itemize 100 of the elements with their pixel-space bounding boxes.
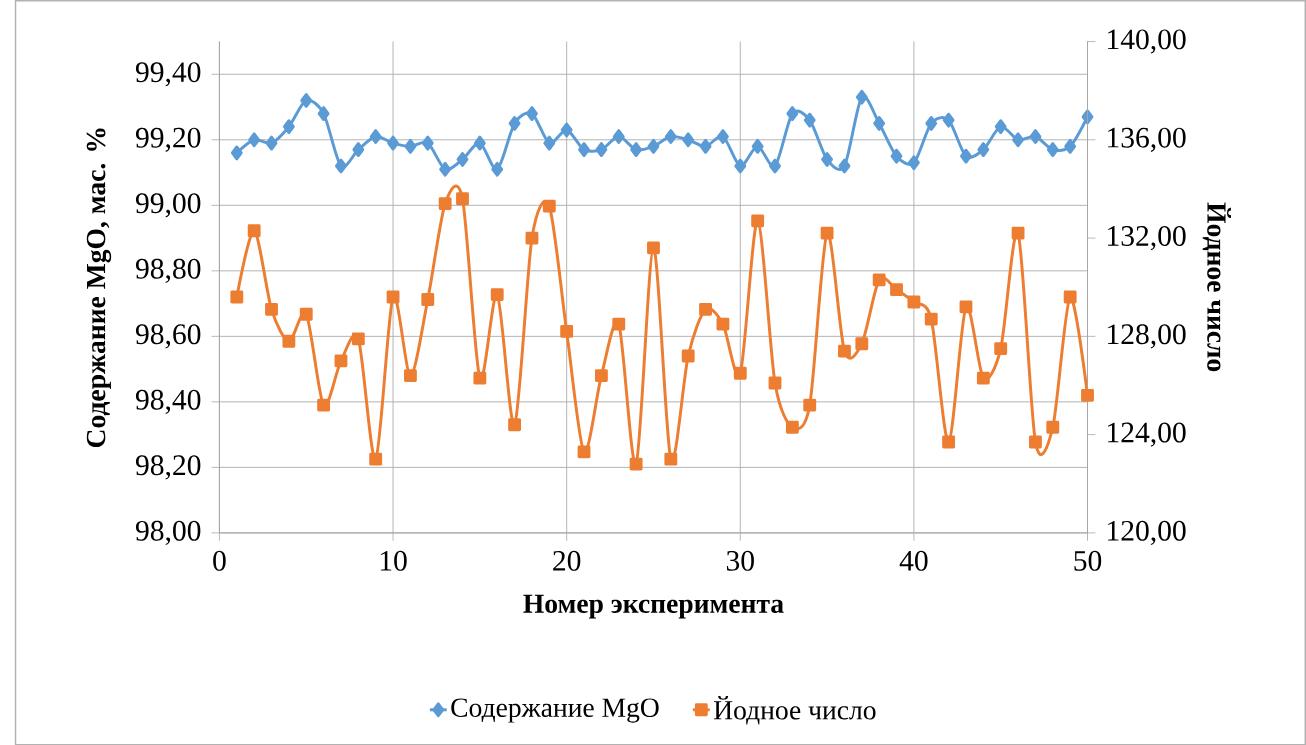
point	[612, 317, 626, 331]
point	[404, 138, 417, 154]
point	[681, 349, 695, 363]
point	[577, 445, 591, 459]
point	[369, 452, 383, 466]
point	[473, 135, 486, 151]
point	[438, 197, 452, 210]
legend-label: Содержание MgO	[451, 698, 659, 723]
point	[560, 324, 574, 338]
y2-tick-label: 120,00	[1108, 520, 1186, 545]
point	[247, 224, 261, 237]
point	[1029, 128, 1042, 144]
point	[386, 290, 400, 304]
x-tick-label: 40	[899, 550, 928, 571]
point	[734, 158, 747, 174]
point	[421, 135, 434, 151]
point	[976, 371, 990, 385]
point	[560, 122, 573, 138]
point	[873, 115, 886, 131]
y-tick-label: 98,60	[135, 324, 201, 349]
x-tick-label: 0	[213, 550, 226, 571]
point	[1081, 388, 1094, 402]
point	[699, 302, 712, 316]
point	[785, 420, 799, 434]
point	[335, 158, 347, 174]
point	[1063, 290, 1077, 304]
point	[1081, 109, 1094, 125]
point	[508, 115, 521, 131]
point	[248, 132, 261, 147]
y-tick-label: 99,00	[135, 192, 201, 218]
point	[751, 138, 764, 154]
point	[855, 89, 868, 105]
y2-axis-title: Йодное число	[1202, 202, 1231, 372]
point	[473, 371, 487, 385]
point	[230, 290, 244, 304]
point	[751, 214, 765, 228]
point	[786, 105, 799, 121]
x-tick-label: 20	[553, 550, 581, 571]
point	[803, 398, 817, 412]
point	[960, 148, 972, 164]
y-tick-label: 98,20	[135, 455, 201, 480]
point	[594, 368, 608, 382]
point	[317, 105, 330, 121]
point	[855, 337, 869, 350]
point	[994, 341, 1008, 355]
point	[230, 145, 243, 161]
point	[769, 158, 781, 174]
point	[352, 141, 365, 157]
point	[282, 119, 295, 134]
point	[439, 161, 452, 177]
point	[403, 368, 417, 382]
point	[421, 292, 435, 306]
point	[369, 128, 382, 144]
point	[317, 398, 331, 412]
y-tick-label: 98,40	[135, 389, 201, 414]
point	[664, 128, 677, 144]
point	[334, 354, 348, 368]
point	[578, 141, 590, 157]
point	[1028, 435, 1042, 449]
y2-tick-label: 132,00	[1108, 225, 1186, 250]
y-tick-label: 99,20	[135, 127, 201, 152]
x-axis-title: Номер эксперимента	[523, 594, 784, 619]
point	[733, 366, 747, 380]
point	[942, 112, 955, 128]
point	[890, 283, 903, 296]
point	[1064, 138, 1077, 154]
point	[977, 141, 990, 157]
point	[1012, 132, 1024, 147]
point	[612, 128, 625, 144]
point	[768, 376, 782, 390]
point	[925, 115, 938, 131]
point	[821, 151, 834, 167]
point	[265, 302, 278, 316]
point	[595, 141, 608, 157]
point	[907, 155, 920, 170]
point	[699, 138, 712, 154]
point	[838, 158, 851, 174]
y2-tick-label: 136,00	[1108, 127, 1186, 152]
point	[647, 138, 660, 154]
point	[907, 295, 921, 309]
point	[456, 192, 469, 205]
point	[542, 199, 556, 213]
y-tick-label: 98,80	[135, 258, 201, 283]
point	[526, 105, 538, 121]
point	[838, 344, 851, 358]
point	[942, 435, 956, 449]
point	[1011, 226, 1025, 240]
point	[803, 112, 816, 128]
y-tick-label: 98,00	[135, 520, 201, 545]
x-tick-label: 10	[380, 550, 407, 571]
point	[820, 226, 834, 240]
x-tick-label: 50	[1074, 550, 1102, 571]
point	[630, 141, 643, 157]
point	[959, 300, 973, 314]
y2-tick-label: 128,00	[1108, 324, 1186, 349]
point	[890, 148, 903, 164]
point	[265, 135, 278, 151]
point	[716, 128, 729, 144]
point	[664, 452, 678, 466]
point	[300, 92, 313, 108]
